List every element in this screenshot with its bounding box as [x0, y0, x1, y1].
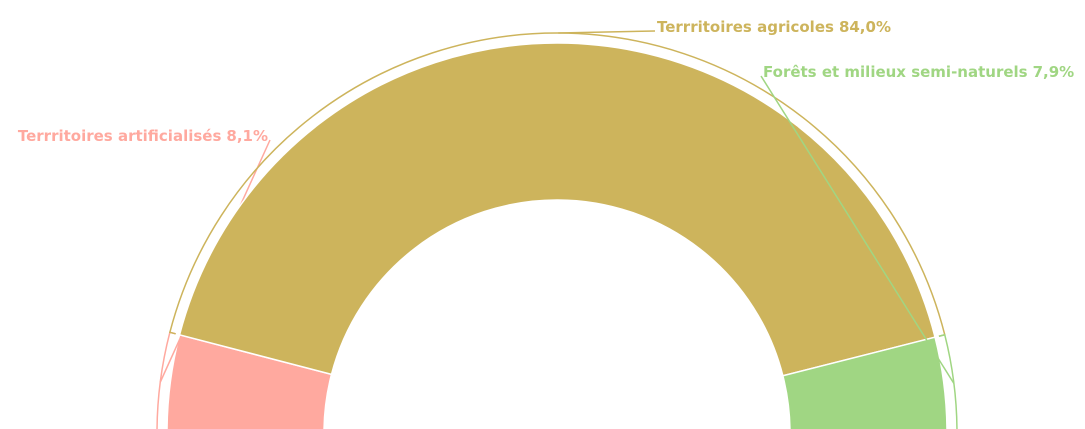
- data-label: Terrritoires artificialisés 8,1%: [18, 127, 268, 145]
- bracket: [938, 333, 958, 429]
- category-name: Terrritoires artificialisés: [18, 127, 222, 145]
- leader-line: [760, 75, 955, 384]
- data-label: Forêts et milieux semi-naturels 7,9%: [763, 63, 1074, 81]
- value-label: 7,9%: [1033, 63, 1075, 81]
- value-label: 84,0%: [839, 18, 891, 36]
- category-name: Forêts et milieux semi-naturels: [763, 63, 1028, 81]
- category-name: Terrritoires agricoles: [657, 18, 834, 36]
- value-label: 8,1%: [226, 127, 268, 145]
- slice: [178, 42, 936, 377]
- slice: [781, 336, 948, 429]
- leader-line: [558, 30, 656, 34]
- data-label: Terrritoires agricoles 84,0%: [657, 18, 891, 36]
